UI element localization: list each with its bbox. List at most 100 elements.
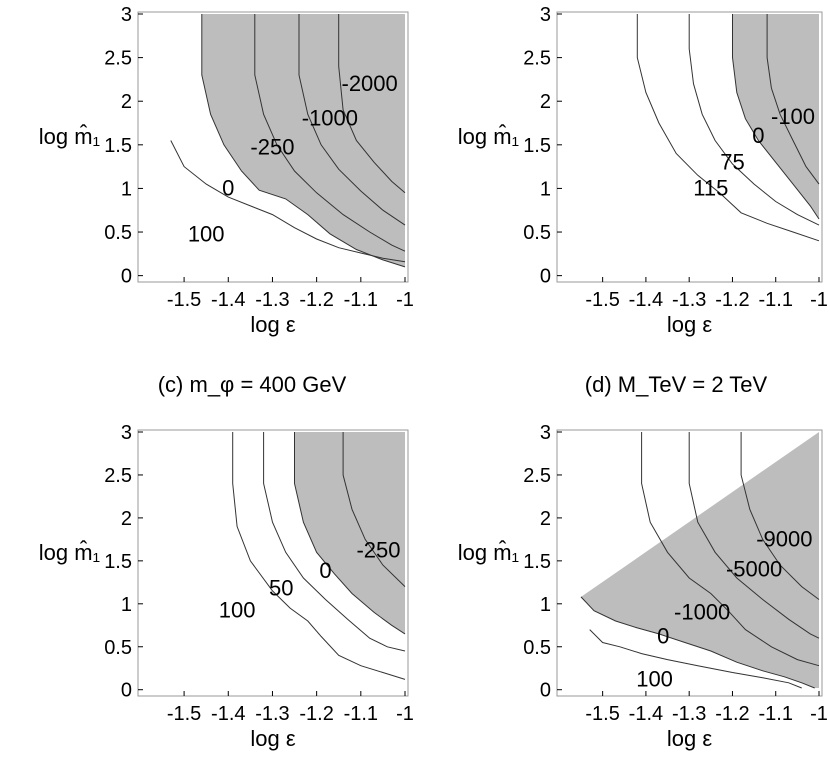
x-tick-label: -1.4: [629, 703, 663, 725]
contour-label: 100: [219, 598, 256, 623]
y-tick-label: 1: [121, 178, 132, 200]
x-tick-label: -1.3: [255, 289, 289, 311]
x-axis-label: log ε: [667, 312, 712, 337]
contour-label: 100: [636, 666, 673, 691]
panel-d: -9000 -5000 -1000 0 100 -1.5 -1.4 -1.3 -1.2 -1.1-…: [458, 422, 828, 751]
x-tick-label: -1.3: [672, 289, 706, 311]
plot-frame: [137, 429, 409, 697]
y-tick-label: 0.5: [104, 222, 132, 244]
contour-label: -2000: [342, 71, 398, 96]
shaded-region: [732, 14, 819, 219]
y-tick-label: 1.5: [523, 135, 551, 157]
y-axis-label: log m̂₁: [458, 124, 519, 149]
y-tick-label: 2: [540, 508, 551, 530]
x-tick-label: -1.3: [255, 703, 289, 725]
x-tick-label: -1.2: [299, 289, 333, 311]
x-tick-label: -1.1: [344, 289, 378, 311]
contour-line: [254, 14, 406, 252]
y-tick-label: 1: [540, 178, 551, 200]
y-tick-label: 2.5: [104, 465, 132, 487]
contour-label: -1000: [674, 599, 730, 624]
y-tick-label: 0.5: [104, 637, 132, 659]
x-tick-label: -1.1: [344, 703, 378, 725]
y-tick-label: 0: [540, 266, 551, 288]
x-tick-label: -1.2: [715, 703, 749, 725]
y-tick-label: 0.5: [523, 637, 551, 659]
x-tick-label: -1.4: [211, 703, 245, 725]
x-tick-label: -1.5: [585, 703, 619, 725]
contour-line: [580, 596, 815, 689]
contour-label: -100: [771, 104, 815, 129]
x-tick-label: -1.5: [167, 289, 201, 311]
y-tick-label: 3: [121, 4, 132, 26]
contour-label: 0: [752, 123, 764, 148]
contour-line: [688, 432, 820, 639]
panel-d-title: (d) M_TeV = 2 TeV: [585, 372, 768, 397]
panel-c-title: (c) m_φ = 400 GeV: [158, 372, 347, 397]
panel-c: -250 0 50 100 -1.5 -1.4 -1.3 -1.2 -1.1 -1 0 0.5 1 1.5…: [39, 422, 414, 751]
contour-line: [641, 432, 820, 667]
y-tick-label: 1: [540, 594, 551, 616]
x-tick-label: -1: [810, 703, 828, 725]
contour-label: 115: [693, 175, 728, 200]
x-tick-label: -1.1: [758, 289, 792, 311]
panel-a: -2000 -1000 -250 0 100 -1.5 -1.4 -1.3 -1.2 -1.1 -1…: [39, 4, 414, 337]
y-axis-label: log m̂₁: [39, 124, 100, 149]
y-tick-label: 0: [121, 266, 132, 288]
contour-label: -5000: [726, 556, 782, 581]
y-tick-label: 0: [121, 680, 132, 702]
contour-label: -1000: [302, 106, 358, 131]
contour-line: [298, 14, 406, 226]
y-tick-label: 0: [540, 680, 551, 702]
contour-label: -9000: [756, 526, 812, 551]
x-tick-label: -1: [396, 703, 414, 725]
shaded-region: [581, 432, 819, 688]
x-tick-label: -1.5: [585, 289, 619, 311]
shaded-region: [294, 432, 405, 634]
contour-line: [338, 14, 406, 194]
y-tick-label: 3: [121, 422, 132, 444]
contour-line: [688, 14, 820, 226]
y-tick-label: 2: [121, 508, 132, 530]
contour-label: 0: [222, 175, 234, 200]
y-tick-label: 2.5: [523, 48, 551, 70]
y-axis-label: log m̂₁: [458, 540, 519, 565]
x-tick-label: -1.5: [167, 703, 201, 725]
x-tick-label: -1.2: [715, 289, 749, 311]
contour-line: [170, 140, 406, 263]
contour-line: [342, 432, 406, 587]
y-tick-label: 2.5: [523, 465, 551, 487]
y-tick-label: 3: [540, 4, 551, 26]
x-tick-label: -1: [396, 289, 414, 311]
y-tick-label: 1: [121, 594, 132, 616]
shaded-region: [201, 14, 405, 267]
x-tick-label: -1.3: [672, 703, 706, 725]
contour-line: [294, 432, 406, 635]
y-tick-label: 2: [540, 91, 551, 113]
contour-label: -250: [250, 134, 294, 159]
contour-label: 100: [188, 222, 225, 247]
contour-line: [732, 14, 820, 220]
x-tick-label: -1: [810, 289, 828, 311]
x-axis-label: log ε: [250, 726, 295, 751]
contour-label: 75: [720, 149, 744, 174]
x-tick-label: -1.1: [758, 703, 792, 725]
y-tick-label: 1.5: [104, 135, 132, 157]
x-tick-label: -1.2: [299, 703, 333, 725]
contour-label: -250: [356, 538, 400, 563]
contour-line: [740, 432, 820, 600]
y-tick-label: 2.5: [104, 48, 132, 70]
y-tick-label: 1.5: [523, 551, 551, 573]
y-tick-label: 2: [121, 91, 132, 113]
contour-label: 50: [269, 575, 293, 600]
contour-line: [589, 629, 802, 689]
contour-line: [766, 14, 820, 185]
y-tick-label: 0.5: [523, 222, 551, 244]
x-axis-label: log ε: [250, 312, 295, 337]
x-tick-label: -1.4: [211, 289, 245, 311]
y-tick-label: 3: [540, 422, 551, 444]
x-tick-label: -1.4: [629, 289, 663, 311]
y-tick-label: 1.5: [104, 551, 132, 573]
contour-line: [201, 14, 406, 268]
